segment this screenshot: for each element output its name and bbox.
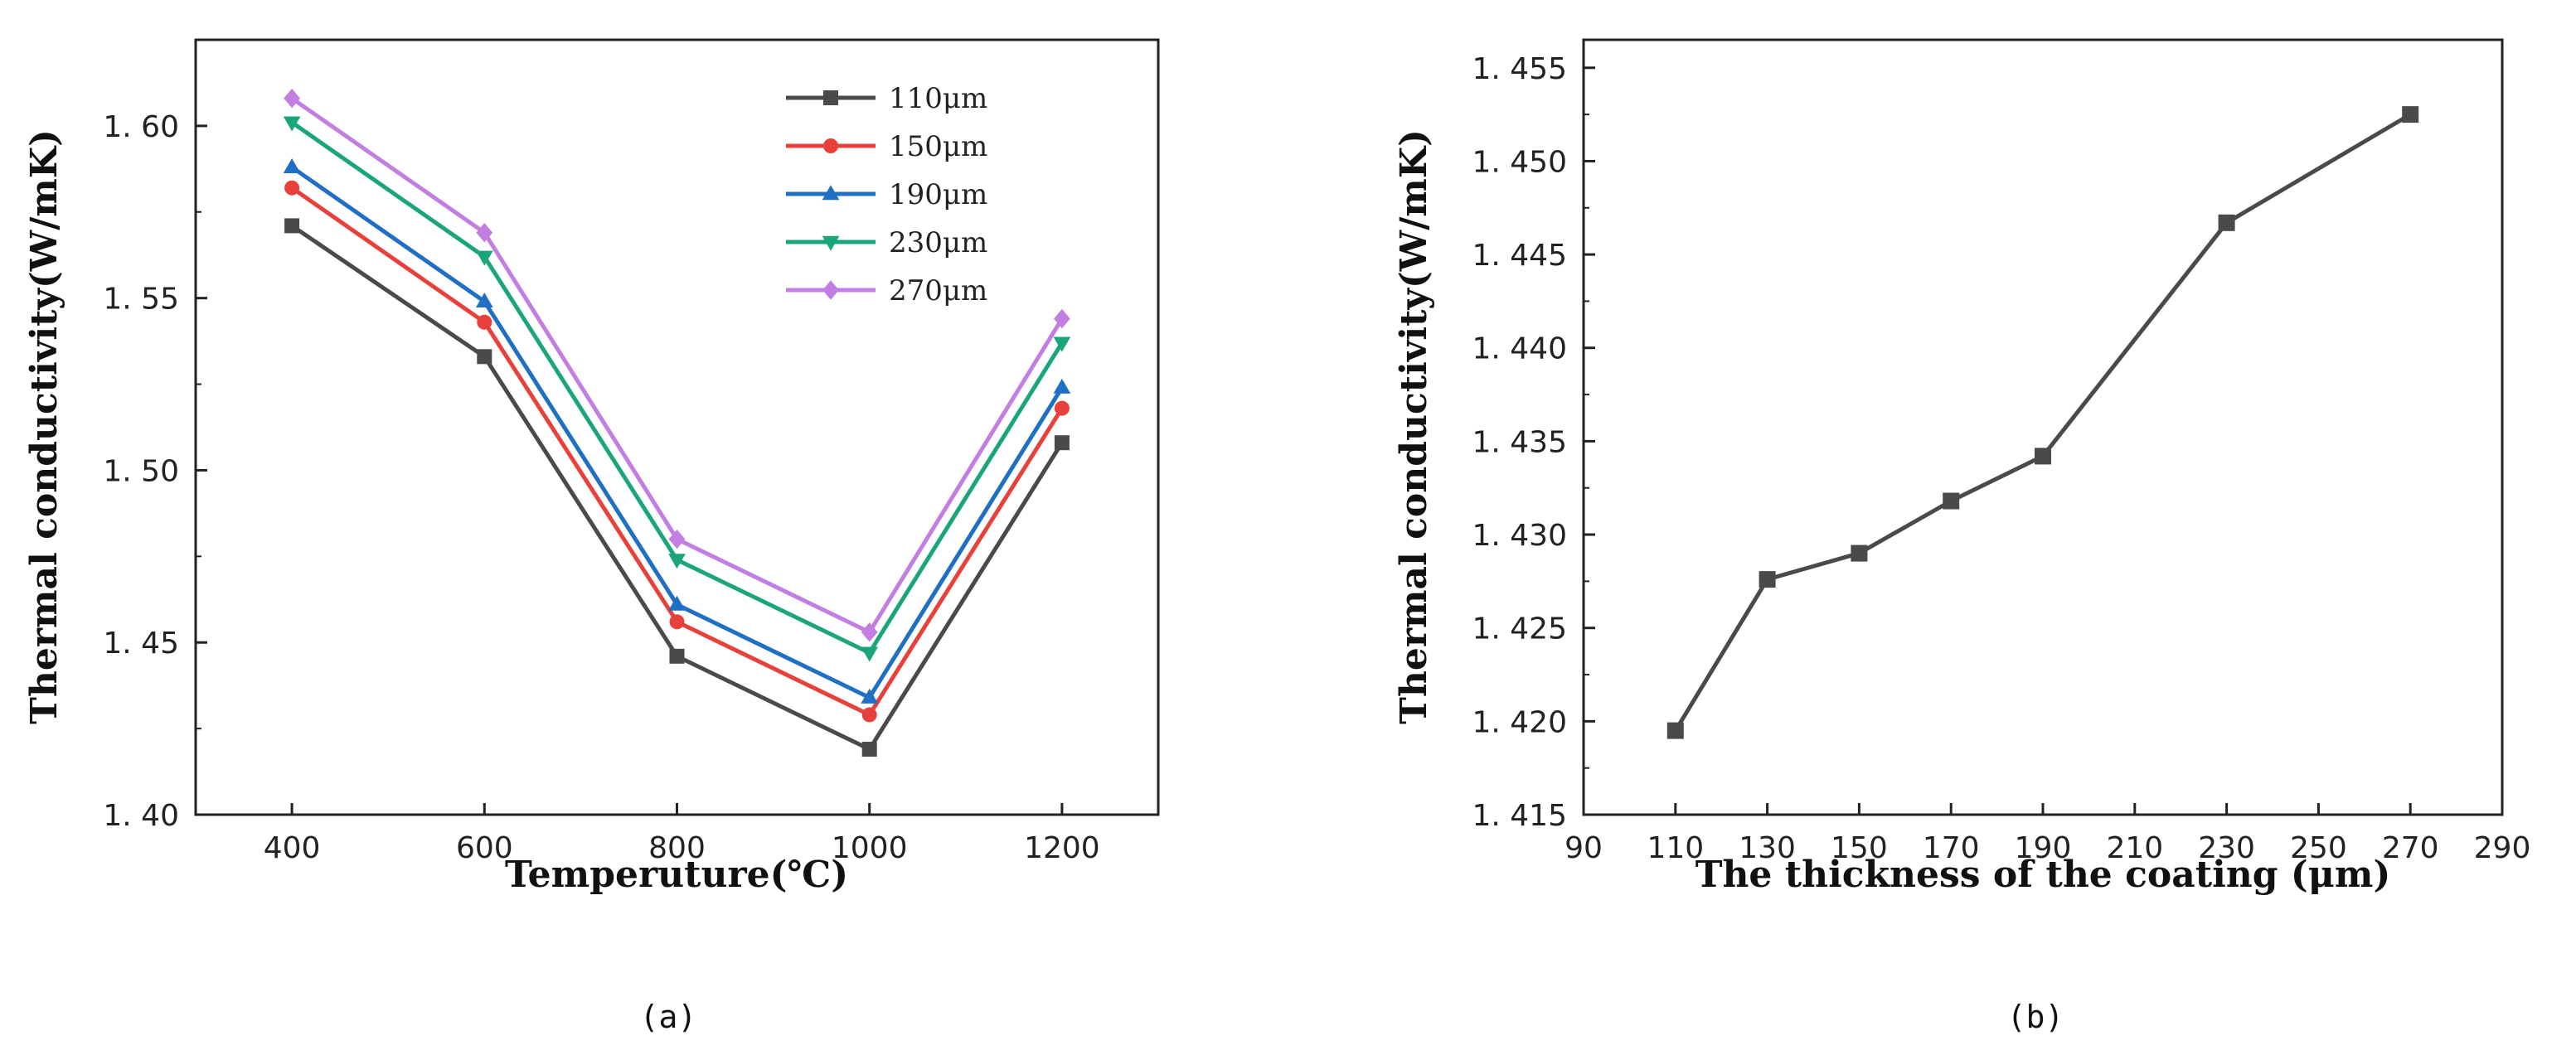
data-point [2218, 214, 2235, 231]
x-tick-label: 150 [1831, 831, 1888, 865]
y-axis-title-a: Thermal conductivity(W/mK) [23, 129, 65, 724]
x-tick-label: 250 [2290, 831, 2347, 865]
x-tick-label: 110 [1647, 831, 1704, 865]
x-tick-label: 170 [1923, 831, 1980, 865]
x-tick-label: 230 [2198, 831, 2255, 865]
data-point [669, 614, 685, 630]
data-point [1054, 435, 1070, 451]
y-tick-label: 1. 425 [1472, 612, 1567, 646]
plot-frame-b [1582, 38, 2504, 816]
x-tick-label: 600 [456, 831, 513, 865]
data-point [1054, 400, 1070, 416]
data-point [668, 529, 686, 549]
x-tick-label: 400 [264, 831, 321, 865]
legend-marker [823, 138, 838, 153]
y-tick-label: 1. 45 [103, 627, 179, 661]
legend-label: 110μm [889, 82, 987, 115]
axes-b: 90 110 130 150 170 190 210 230 250 270 290 1. 415 1.… [1472, 52, 2530, 865]
y-tick-label: 1. 50 [103, 454, 179, 488]
x-tick-label: 270 [2382, 831, 2439, 865]
data-point [861, 742, 877, 757]
x-tick-label: 130 [1739, 831, 1796, 865]
legend-label: 230μm [889, 226, 987, 259]
data-point [668, 554, 686, 569]
y-tick-label: 1. 445 [1472, 239, 1567, 273]
data-point [861, 688, 879, 704]
y-tick-label: 1. 435 [1472, 425, 1567, 459]
legend-marker [823, 90, 838, 105]
data-point [284, 180, 300, 196]
data-point [1054, 308, 1070, 329]
y-tick-label: 1. 430 [1472, 519, 1567, 553]
x-axis-title-a: Temperuture(℃) [505, 854, 848, 896]
data-point [284, 88, 300, 109]
data-point [477, 349, 492, 365]
series-line-1 [290, 186, 1065, 717]
legend-label: 150μm [889, 130, 987, 163]
legend-a: 110μm 150μm 190μm 230μm 270μm [786, 82, 987, 307]
x-tick-label: 190 [2015, 831, 2072, 865]
y-tick-label: 1. 440 [1472, 332, 1567, 366]
data-point [1759, 571, 1776, 588]
data-point [2402, 106, 2419, 123]
panel-label-b: (b) [2007, 999, 2064, 1035]
data-point [476, 223, 493, 243]
y-tick-label: 1. 60 [103, 110, 179, 144]
x-tick-label: 1200 [1024, 831, 1100, 865]
chart-a: 400 600 800 1000 1200 1. 40 1. 45 1. 50 1. 55 1. … [23, 38, 1160, 1035]
series-markers-a [283, 88, 1071, 757]
data-point [475, 293, 493, 308]
panel-label-a: (a) [640, 999, 697, 1035]
data-point [1053, 378, 1071, 394]
y-tick-label: 1. 55 [103, 283, 179, 317]
data-point [861, 622, 878, 642]
y-tick-label: 1. 40 [103, 799, 179, 833]
legend-label: 270μm [889, 274, 987, 307]
y-tick-label: 1. 415 [1472, 799, 1567, 833]
data-point [1666, 722, 1684, 739]
data-point [283, 157, 301, 173]
x-tick-label: 210 [2106, 831, 2163, 865]
x-tick-label: 90 [1565, 831, 1603, 865]
data-point [861, 707, 877, 723]
series-markers-b [1666, 106, 2419, 739]
legend-marker [822, 185, 840, 201]
x-axis-title-b: The thickness of the coating (μm) [1696, 854, 2391, 896]
data-point [668, 595, 686, 611]
axes-a: 400 600 800 1000 1200 1. 40 1. 45 1. 50 1. 55 1. … [103, 110, 1099, 865]
data-point [1851, 544, 1868, 562]
legend-label: 190μm [889, 178, 987, 211]
x-tick-label: 1000 [832, 831, 908, 865]
series-lines-b [1673, 112, 2412, 732]
data-point [475, 250, 493, 266]
data-point [1943, 492, 1960, 510]
series-line-b [1673, 112, 2412, 732]
data-point [1053, 336, 1071, 352]
data-point [283, 116, 301, 132]
chart-b: 90 110 130 150 170 190 210 230 250 270 290 1. 415 1.… [1393, 38, 2530, 1035]
data-point [669, 648, 685, 664]
data-point [2035, 448, 2051, 465]
y-axis-title-b: Thermal conductivity(W/mK) [1393, 129, 1435, 724]
legend-marker [822, 235, 840, 251]
y-tick-label: 1. 450 [1472, 145, 1567, 179]
data-point [477, 314, 492, 330]
y-tick-label: 1. 420 [1472, 705, 1567, 739]
x-tick-label: 290 [2474, 831, 2531, 865]
legend-marker [822, 280, 839, 300]
y-tick-label: 1. 455 [1472, 52, 1567, 86]
data-point [861, 646, 879, 662]
x-tick-label: 800 [648, 831, 706, 865]
data-point [284, 218, 300, 234]
